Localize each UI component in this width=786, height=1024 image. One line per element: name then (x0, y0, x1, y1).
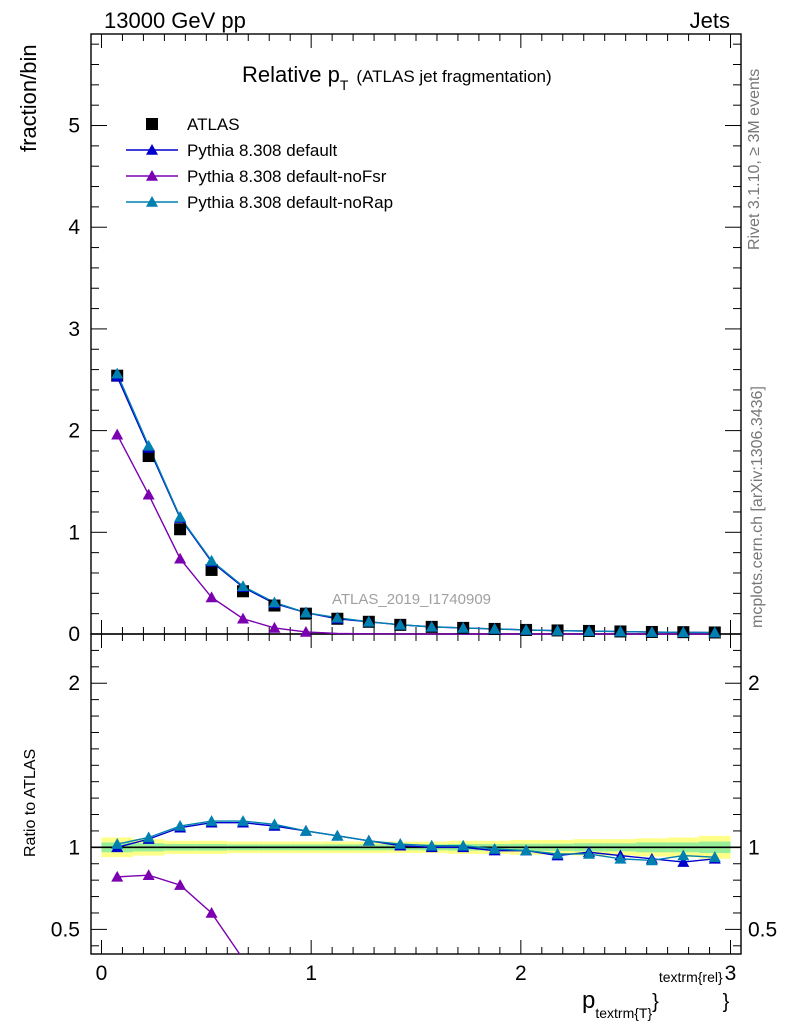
ratio-marker (488, 842, 501, 854)
ratio-marker (457, 839, 470, 851)
lower-y-tick-label-right: 1 (748, 836, 760, 859)
ratio-marker (205, 906, 218, 918)
legend-marker (146, 144, 158, 155)
series-marker (457, 621, 470, 633)
ratio-marker (362, 834, 375, 846)
lower-y-tick-label-right: 2 (748, 672, 760, 695)
lower-y-tick-label: 0.5 (51, 918, 80, 941)
x-axis-label: ptextrm{T}}textrm{rel}} (582, 969, 730, 1021)
series-marker (645, 626, 658, 637)
x-tick-label: 3 (725, 962, 737, 985)
series-marker (142, 439, 155, 451)
series-marker (488, 622, 501, 634)
ratio-marker (111, 838, 124, 849)
upper-y-tick-label: 1 (68, 521, 80, 544)
data-point (174, 523, 187, 536)
data-point (205, 563, 218, 576)
ratio-marker (142, 869, 155, 881)
series-marker (551, 624, 564, 636)
series-marker (331, 611, 344, 623)
ratio-marker (677, 856, 690, 867)
x-tick-label: 1 (305, 962, 317, 985)
ratio-marker (174, 820, 187, 831)
series-marker (708, 626, 721, 638)
ratio-uncertainty-bands (91, 835, 741, 859)
upper-y-tick-label: 3 (68, 318, 80, 341)
series-marker (142, 488, 155, 500)
upper-y-tick-label: 4 (68, 216, 80, 239)
ratio-marker (582, 847, 595, 859)
ratio-marker (142, 831, 155, 843)
legend-label: Pythia 8.308 default (187, 141, 338, 160)
ratio-marker (520, 844, 533, 856)
lower-y-tick-label-right: 0.5 (748, 918, 777, 941)
header-process-label: Jets (689, 8, 730, 33)
series-marker (237, 612, 250, 624)
legend-marker (146, 118, 158, 130)
series-marker (362, 615, 375, 627)
series-marker (111, 367, 124, 379)
lower-plot-frame (90, 633, 742, 955)
ratio-marker (268, 818, 281, 830)
series-marker (520, 623, 533, 635)
series-marker (582, 625, 595, 636)
ratio-marker (174, 879, 187, 890)
ratio-marker (614, 852, 627, 864)
ratio-marker (551, 847, 564, 859)
upper-y-tick-label: 2 (68, 420, 80, 443)
ratio-marker (645, 854, 658, 866)
series-marker (614, 625, 627, 637)
series-marker (205, 554, 218, 566)
series-marker (394, 618, 407, 630)
ratio-marker (425, 839, 438, 851)
ratio-marker (299, 824, 312, 836)
legend-label: Pythia 8.308 default-noFsr (187, 167, 387, 186)
lower-y-tick-label: 2 (68, 672, 80, 695)
data-point (142, 450, 155, 463)
series-marker (174, 511, 187, 522)
upper-y-tick-label: 5 (68, 115, 80, 138)
legend-label: ATLAS (187, 115, 240, 134)
ratio-marker (708, 851, 721, 862)
ratio-marker (394, 838, 407, 849)
legend-marker (146, 170, 158, 181)
series-marker (299, 606, 312, 618)
ratio-marker (237, 815, 250, 826)
upper-y-tick-label: 0 (68, 623, 80, 646)
ratio-series-line (117, 822, 715, 863)
series-marker (268, 621, 281, 633)
x-tick-label: 2 (515, 962, 527, 985)
series-marker (174, 552, 187, 564)
legend-label: Pythia 8.308 default-noRap (187, 193, 393, 212)
analysis-watermark: ATLAS_2019_I1740909 (332, 591, 491, 608)
series-marker (299, 625, 312, 637)
series-marker (111, 428, 124, 440)
x-tick-label: 0 (96, 962, 108, 985)
lower-y-tick-label: 1 (68, 836, 80, 859)
header-collision-label: 13000 GeV pp (104, 8, 246, 33)
ratio-marker (111, 870, 124, 882)
series-marker (237, 580, 250, 592)
series-marker (677, 626, 690, 638)
series-marker (268, 596, 281, 608)
legend-marker (146, 196, 158, 207)
ratio-marker (677, 849, 690, 861)
ratio-series-line (117, 820, 715, 862)
ratio-marker (205, 815, 218, 826)
chart-title: Relative pT (ATLAS jet fragmentation) (242, 62, 552, 93)
ratio-marker (331, 829, 344, 841)
series-marker (205, 591, 218, 603)
series-marker (425, 620, 438, 632)
